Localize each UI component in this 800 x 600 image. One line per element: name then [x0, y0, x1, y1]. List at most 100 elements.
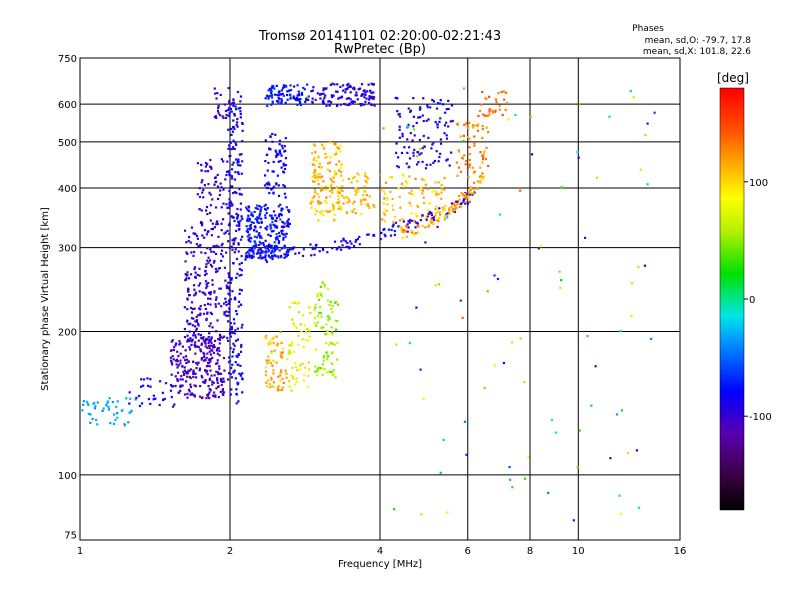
data-point [105, 404, 108, 407]
data-point [221, 218, 225, 221]
data-point [450, 151, 453, 154]
data-point [331, 363, 334, 366]
data-point [192, 284, 196, 287]
data-point [467, 175, 470, 179]
data-point [451, 210, 454, 213]
data-point [284, 149, 287, 153]
data-point [140, 402, 144, 405]
data-point [346, 87, 349, 90]
data-point [285, 224, 288, 227]
data-point [304, 100, 307, 104]
data-point [479, 174, 482, 178]
data-point [280, 353, 283, 356]
data-point [576, 466, 579, 469]
data-point [464, 163, 467, 166]
data-point [339, 103, 342, 106]
data-point [235, 276, 238, 279]
data-point [320, 315, 323, 318]
data-point [186, 372, 189, 375]
data-point [269, 91, 273, 94]
data-point [239, 208, 242, 211]
data-point [270, 376, 273, 379]
data-point [258, 232, 261, 235]
data-point [300, 91, 304, 95]
data-point [559, 286, 562, 289]
data-point [277, 205, 280, 208]
data-point [330, 307, 333, 311]
data-point [332, 94, 335, 97]
data-point [360, 202, 363, 206]
data-point [238, 227, 241, 231]
data-point [241, 129, 244, 132]
data-point [280, 89, 284, 92]
data-point [426, 212, 429, 215]
data-point [269, 148, 272, 151]
data-point [326, 358, 329, 361]
data-point [304, 98, 308, 101]
data-point [275, 226, 279, 229]
data-point [195, 327, 198, 330]
data-point [194, 385, 198, 388]
data-point [434, 120, 437, 124]
data-point [356, 180, 359, 183]
data-point [351, 102, 355, 105]
data-point [149, 402, 152, 405]
data-point [278, 90, 281, 93]
data-point [208, 387, 211, 391]
data-point [187, 239, 190, 243]
data-point [184, 279, 187, 282]
data-point [404, 180, 408, 183]
data-point [282, 233, 285, 236]
data-point [224, 300, 228, 304]
data-point [284, 101, 287, 104]
data-point [232, 139, 235, 142]
data-point [237, 242, 240, 245]
data-point [338, 191, 341, 195]
data-point [208, 165, 212, 168]
data-point [313, 144, 316, 147]
data-point [152, 394, 155, 397]
data-point [220, 259, 223, 262]
data-point [220, 186, 223, 189]
data-point [344, 196, 347, 199]
data-point [432, 161, 435, 164]
data-point [324, 185, 328, 188]
data-point [233, 251, 236, 254]
data-point [228, 107, 231, 110]
data-point [415, 163, 419, 166]
data-point [433, 159, 437, 163]
data-point [486, 114, 490, 117]
data-point [455, 161, 458, 164]
data-point [169, 349, 173, 352]
data-point [230, 277, 233, 280]
data-point [270, 187, 273, 190]
data-point [233, 147, 236, 151]
data-point [336, 83, 339, 86]
data-point [482, 177, 485, 180]
data-point [256, 251, 259, 254]
data-point [213, 346, 216, 349]
data-point [204, 342, 207, 345]
data-point [220, 222, 223, 225]
data-point [207, 281, 210, 285]
data-point [363, 96, 366, 99]
data-point [128, 411, 131, 415]
data-point [301, 337, 304, 341]
data-point [286, 221, 289, 224]
data-point [182, 356, 185, 359]
data-point [347, 86, 350, 89]
data-point [399, 206, 402, 209]
data-point [311, 163, 314, 166]
data-point [311, 200, 314, 203]
data-point [230, 328, 234, 331]
data-point [188, 339, 191, 342]
data-point [228, 189, 231, 193]
data-point [367, 233, 370, 236]
data-point [419, 188, 422, 191]
data-point [366, 233, 369, 236]
data-point [359, 102, 362, 106]
data-point [322, 356, 325, 359]
data-point [229, 347, 232, 350]
data-point [393, 508, 396, 511]
data-point [422, 134, 425, 138]
